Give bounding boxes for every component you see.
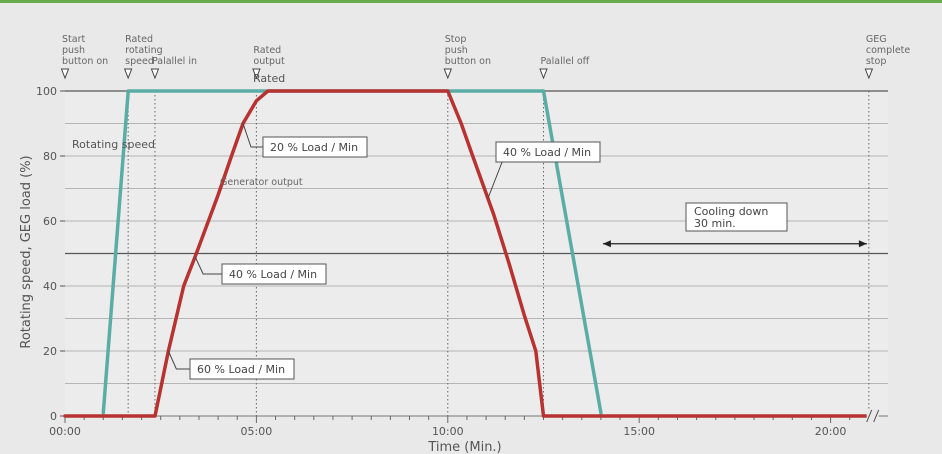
milestone-marker	[123, 68, 133, 80]
callout-leader	[242, 123, 263, 148]
x-tick-label: 20:00	[815, 425, 847, 438]
callout-label: 20 % Load / Min	[270, 141, 358, 154]
x-tick-label: 05:00	[241, 425, 273, 438]
y-tick-label: 60	[43, 215, 57, 228]
x-tick-label: 15:00	[623, 425, 655, 438]
milestone-label: button on	[445, 56, 491, 67]
milestone-marker	[150, 68, 160, 80]
grid-layer: 0 20 40 60 80 100 00:00 05:00 10:00 15:00 20:00	[36, 85, 888, 438]
milestone-label: Rated	[253, 45, 281, 56]
cooling-box	[685, 202, 788, 232]
callout-leader	[167, 350, 190, 370]
milestone-label: push	[62, 45, 85, 56]
milestone-marker	[443, 68, 453, 80]
milestone-label: button on	[62, 56, 108, 67]
x-axis-title: Time (Min.)	[427, 440, 501, 454]
milestone-marker	[60, 68, 70, 80]
milestone-marker	[864, 68, 874, 80]
callout-leader	[194, 256, 222, 275]
y-tick-label: 80	[43, 150, 57, 163]
callout-label: 40 % Load / Min	[229, 268, 317, 281]
milestone-marker	[539, 68, 548, 80]
milestone-label: Palallel off	[540, 56, 589, 67]
y-tick-label: 40	[43, 280, 57, 293]
series-layer	[63, 89, 875, 418]
milestone-label: Stop	[445, 34, 467, 45]
generator-output-label: Generator output	[220, 177, 303, 188]
label-layer: 20 % Load / Min 40 % Load / Min 60 % Load …	[167, 123, 880, 423]
milestone-marker	[252, 68, 261, 80]
cooling-duration: 30 min.	[694, 217, 736, 230]
y-tick-label: 20	[43, 345, 57, 358]
milestone-label: rotating	[125, 45, 162, 56]
milestone-label: output	[253, 56, 285, 67]
axis-break-gap	[866, 409, 879, 423]
milestone-label: Palallel in	[152, 56, 197, 67]
callout-box	[221, 263, 327, 285]
callout-box	[262, 136, 368, 158]
top-accent-bar	[0, 0, 942, 3]
callout-label: 60 % Load / Min	[197, 363, 285, 376]
x-tick-label: 10:00	[432, 425, 464, 438]
callout-box	[495, 141, 601, 163]
cooling-arrow-right-head	[858, 240, 867, 248]
milestone-label: speed	[125, 56, 154, 67]
cooling-label: Cooling down	[694, 205, 768, 218]
milestone-label: push	[445, 45, 468, 56]
rated-label: Rated	[253, 72, 285, 85]
callout-label: 40 % Load / Min	[503, 146, 591, 159]
milestone-label: Rated	[125, 34, 153, 45]
cooling-arrow-left-head	[602, 240, 611, 248]
y-tick-label: 100	[36, 85, 57, 98]
milestone-label: complete	[866, 45, 911, 56]
milestone-label: GEG	[866, 34, 887, 45]
x-tick-label: 00:00	[49, 425, 81, 438]
axis-break-mark	[866, 409, 880, 423]
milestone-label: Start	[62, 34, 85, 45]
generator-output-line	[63, 89, 875, 418]
callout-box	[189, 358, 295, 380]
milestone-label: stop	[866, 56, 887, 67]
rotating-speed-label: Rotating speed	[72, 138, 155, 151]
y-axis-title: Rotating speed, GEG load (%)	[19, 155, 34, 348]
y-tick-label: 0	[50, 410, 57, 423]
